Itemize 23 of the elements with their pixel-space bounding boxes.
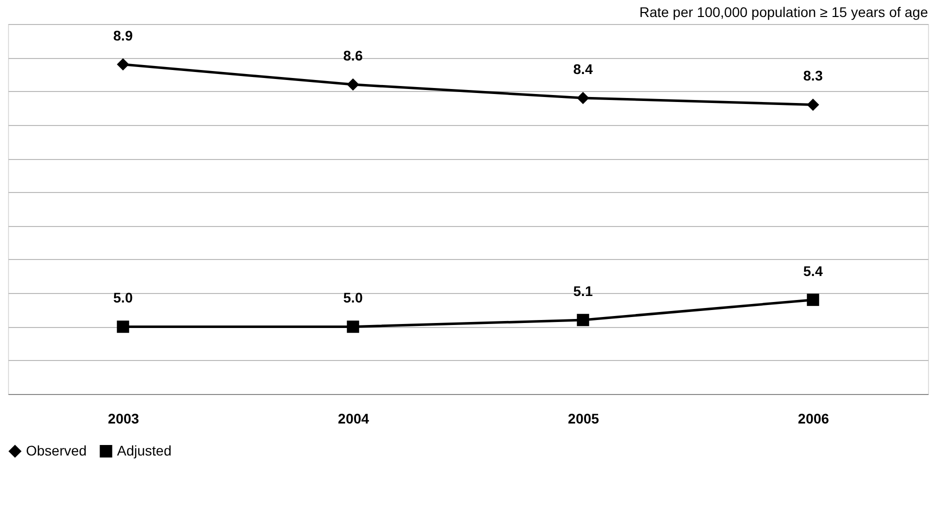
y-axis-title: Rate per 100,000 population ≥ 15 years of age [639,4,928,20]
x-tick-label: 2006 [798,410,830,426]
point [116,320,130,333]
data-label: 5.0 [113,290,133,306]
legend-label: Adjusted [117,442,172,458]
data-label: 8.4 [573,61,593,77]
data-label: 8.6 [343,48,363,64]
point [806,98,820,111]
data-label: 8.9 [113,27,133,44]
data-label: 8.3 [803,68,823,84]
point [346,78,360,91]
data-label: 5.1 [573,283,593,299]
x-tick-label: 2004 [338,410,370,426]
point [576,92,590,104]
point [576,314,590,326]
legend-label: Observed [26,442,87,458]
x-tick-label: 2005 [568,410,600,426]
point [806,294,820,306]
data-label: 5.0 [343,290,363,306]
point [346,320,360,333]
data-label: 5.4 [803,262,823,279]
x-tick-label: 2003 [108,410,140,426]
point [116,58,130,70]
